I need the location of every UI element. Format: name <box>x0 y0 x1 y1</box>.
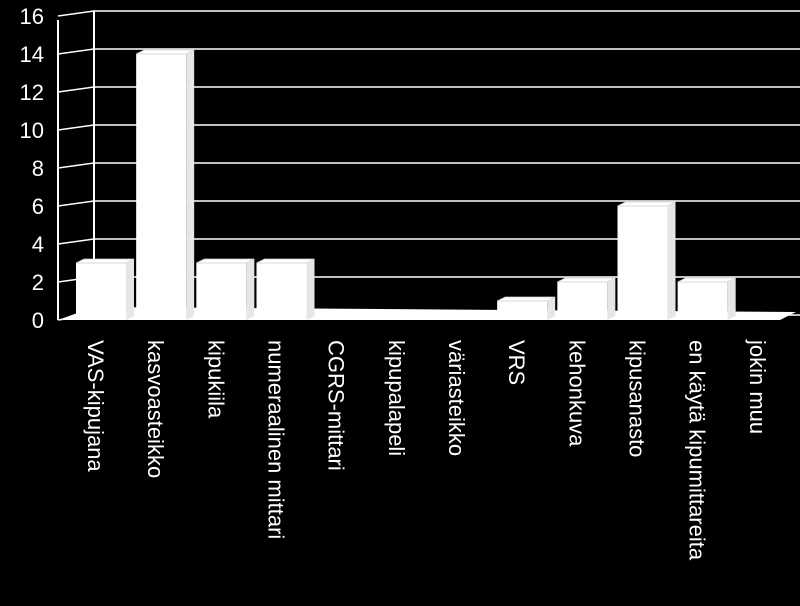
bar-side <box>246 259 255 320</box>
bar-top <box>617 201 676 207</box>
x-tick-label: kasvoasteikko <box>143 340 168 478</box>
bar <box>135 49 195 320</box>
bar-top <box>256 258 315 264</box>
gridline-side <box>57 124 95 131</box>
bar-top <box>677 277 736 283</box>
bar-side <box>126 259 134 320</box>
y-tick-label: 8 <box>32 156 44 181</box>
bar-top <box>557 277 616 283</box>
bar-front <box>136 54 187 320</box>
y-tick-label: 14 <box>20 42 44 67</box>
bar <box>677 277 736 320</box>
gridline-side <box>57 10 95 17</box>
bar-top <box>135 49 195 55</box>
bar-top <box>196 258 255 264</box>
y-tick-label: 16 <box>20 4 44 29</box>
bar-front <box>76 263 126 320</box>
x-tick-label: väriasteikko <box>444 340 469 456</box>
bar-front <box>196 263 247 320</box>
gridline-side <box>57 200 95 207</box>
y-axis-ticks: 0 2 4 6 8 10 12 14 16 <box>20 4 44 333</box>
bar-front <box>677 282 728 320</box>
bar-side <box>607 278 616 320</box>
bar <box>496 296 556 320</box>
y-tick-label: 12 <box>20 80 44 105</box>
x-tick-label: CGRS-mittari <box>324 340 349 471</box>
bar <box>75 258 135 320</box>
bar-top <box>496 296 556 302</box>
x-axis-ticks: VAS-kipujana kasvoasteikko kipukiila numera… <box>83 339 770 561</box>
x-tick-label: jokin muu <box>745 339 770 434</box>
y-tick-label: 4 <box>32 232 44 257</box>
bar-side <box>727 278 736 320</box>
gridline-side <box>57 48 95 55</box>
x-tick-label: VAS-kipujana <box>83 340 108 472</box>
gridline-side <box>57 86 95 93</box>
bar-front <box>497 301 548 320</box>
bar <box>617 201 676 320</box>
bar-side <box>547 297 556 320</box>
x-tick-label: numeraalinen mittari <box>264 340 289 539</box>
x-tick-label: kehonkuva <box>564 340 589 447</box>
gridline-side <box>57 238 95 245</box>
bar <box>196 258 255 320</box>
bar-front <box>557 282 608 320</box>
bar-front <box>256 263 307 320</box>
bar-side <box>186 50 195 320</box>
x-tick-label: kipusanasto <box>625 340 650 457</box>
bar-side <box>667 202 676 320</box>
y-tick-label: 2 <box>32 270 44 295</box>
bar-front <box>617 206 668 320</box>
bar-top <box>75 258 135 264</box>
x-tick-label: kipukiila <box>203 340 228 419</box>
x-tick-label: en käytä kipumittareita <box>685 340 710 561</box>
x-tick-label: kipupalapeli <box>384 340 409 456</box>
bar <box>256 258 315 320</box>
gridline-side <box>57 162 95 169</box>
y-tick-label: 10 <box>20 118 44 143</box>
x-tick-label: VRS <box>504 340 529 385</box>
y-tick-label: 6 <box>32 194 44 219</box>
bars <box>75 49 736 320</box>
bar <box>557 277 616 320</box>
gridlines <box>57 10 800 321</box>
bar-side <box>306 259 315 320</box>
y-tick-label: 0 <box>32 308 44 333</box>
